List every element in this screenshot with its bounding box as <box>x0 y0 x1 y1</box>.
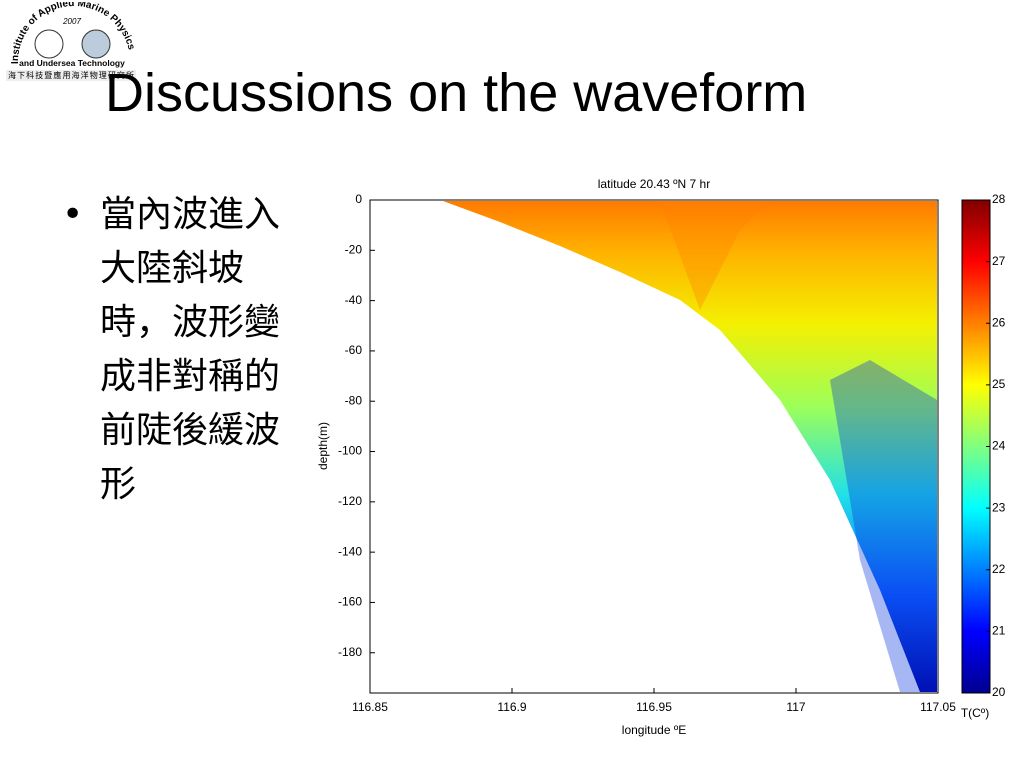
plot-frame <box>369 199 939 694</box>
cold-region <box>830 360 937 692</box>
logo-top-text: Institute of Applied Marine Physics <box>10 2 137 64</box>
colorbar-label: T(Cº) <box>961 706 989 720</box>
y-axis-label: depth(m) <box>316 422 330 470</box>
y-tick-label: -40 <box>345 293 363 307</box>
colorbar-tick-label: 24 <box>992 439 1006 453</box>
x-tick-label: 116.9 <box>497 700 526 714</box>
y-tick-label: -160 <box>338 595 362 609</box>
colorbar-tick-label: 27 <box>992 254 1006 268</box>
logo-bottom-text: and Undersea Technology <box>19 58 125 68</box>
logo-year: 2007 <box>62 17 81 26</box>
colorbar-tick-label: 23 <box>992 500 1006 514</box>
y-tick-label: -180 <box>338 645 362 659</box>
y-tick-label: 0 <box>355 192 362 206</box>
y-tick-label: -140 <box>338 544 362 558</box>
chart-title: latitude 20.43 ºN 7 hr <box>598 177 710 191</box>
warm-trough <box>660 201 770 310</box>
logo-chinese: 海下科技暨應用海洋物理研究所 <box>8 70 134 80</box>
y-tick-label: -100 <box>338 444 362 458</box>
y-tick-label: -20 <box>345 242 363 256</box>
logo-top-path: Institute of Applied Marine Physics <box>10 2 137 64</box>
x-tick-label: 116.95 <box>636 700 672 714</box>
logo-emblem <box>34 29 64 59</box>
colorbar-tick-label: 21 <box>992 624 1006 638</box>
bullet-list: 當內波進入大陸斜坡時，波形變成非對稱的前陡後緩波形 <box>62 188 292 512</box>
logo: Institute of Applied Marine Physics 2007… <box>6 2 137 81</box>
bullet: 當內波進入大陸斜坡時，波形變成非對稱的前陡後緩波形 <box>62 188 292 512</box>
x-axis-label: longitude ºE <box>622 723 686 737</box>
colorbar-tick-label: 22 <box>992 562 1006 576</box>
colorbar-tick-label: 28 <box>992 192 1006 206</box>
colorbar <box>961 199 991 694</box>
colorbar-tick-label: 26 <box>992 315 1006 329</box>
x-tick-label: 117 <box>786 700 805 714</box>
plot-area <box>369 199 939 694</box>
x-tick-label: 117.05 <box>920 700 956 714</box>
colorbar-tick-label: 25 <box>992 377 1006 391</box>
y-tick-label: -80 <box>345 393 363 407</box>
slide-title: Discussions on the waveform <box>105 63 808 123</box>
logo-globe <box>81 29 111 59</box>
y-tick-label: -120 <box>338 494 362 508</box>
y-tick-label: -60 <box>345 343 363 357</box>
colorbar-tick-label: 20 <box>992 685 1006 699</box>
temperature-field <box>443 201 937 692</box>
logo-band <box>6 70 136 81</box>
x-tick-label: 116.85 <box>352 700 388 714</box>
